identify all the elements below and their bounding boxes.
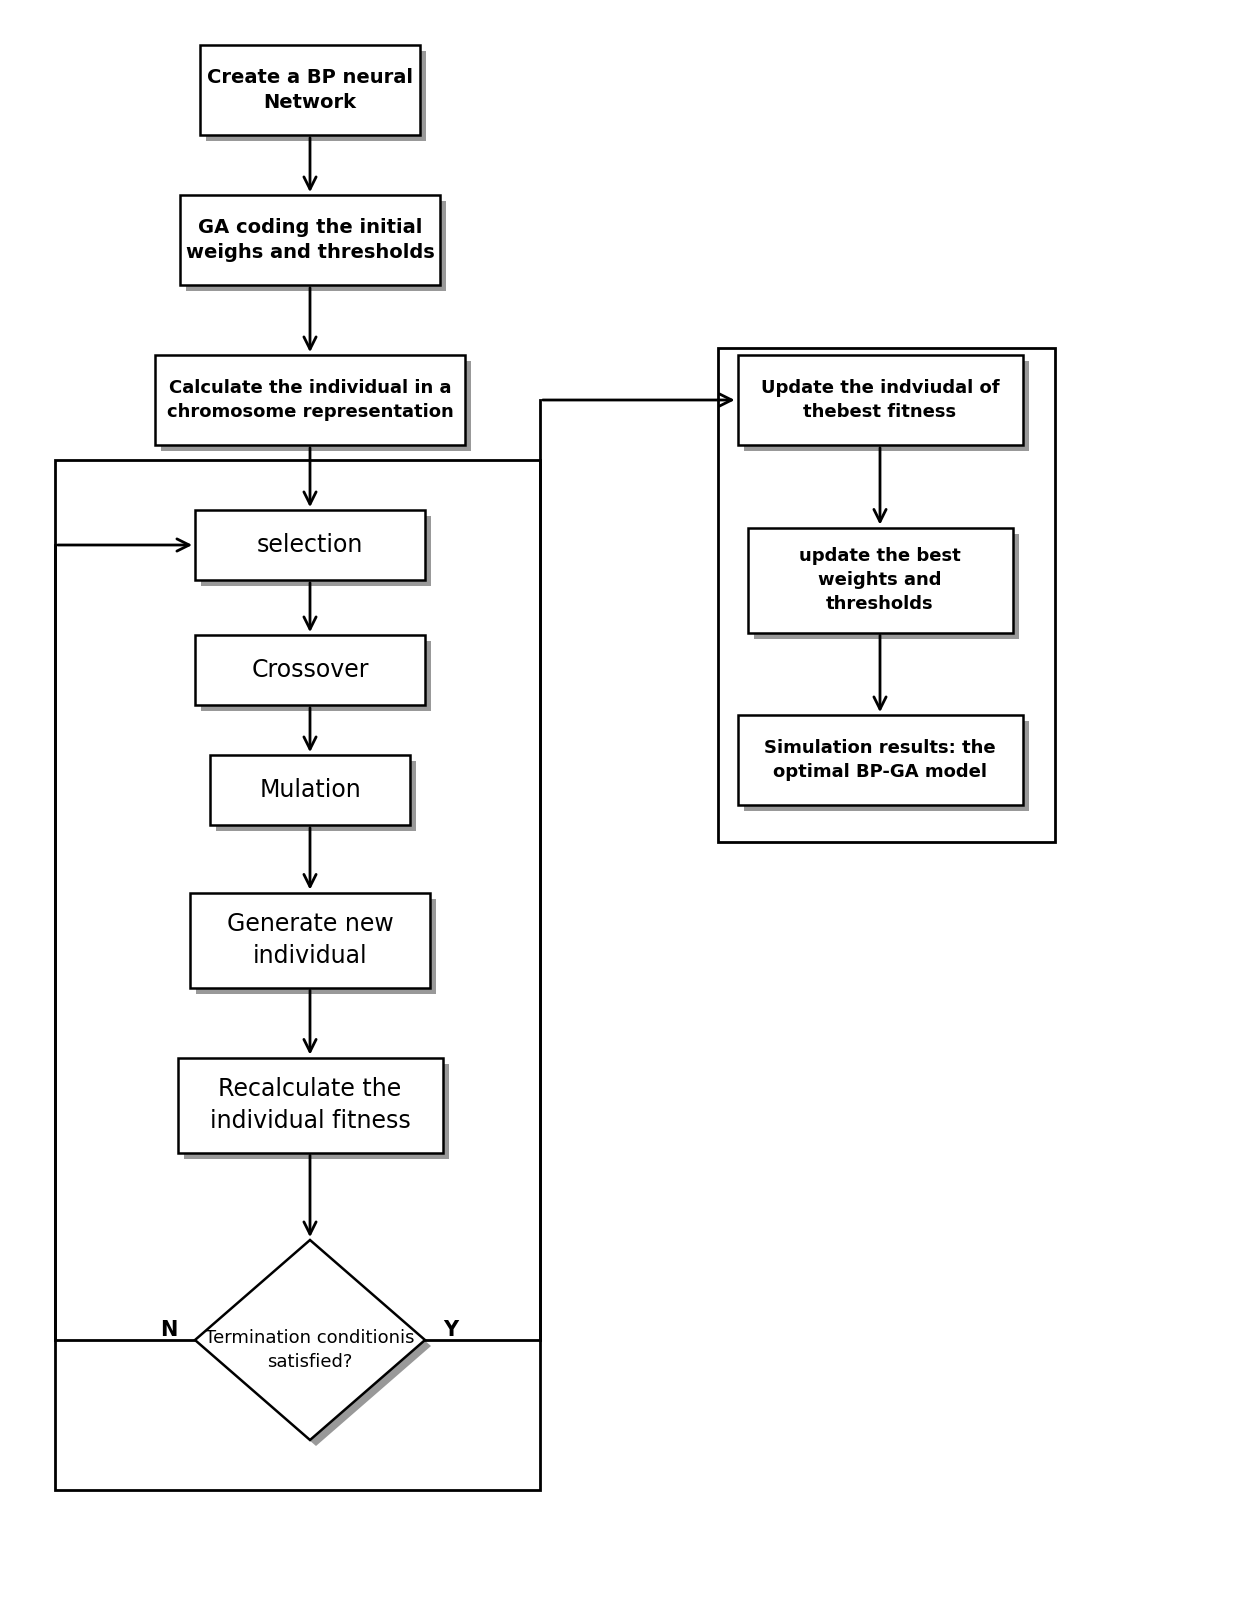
Bar xyxy=(206,51,426,141)
Bar xyxy=(738,355,1022,445)
Text: Update the indviudal of
thebest fitness: Update the indviudal of thebest fitness xyxy=(761,379,999,421)
Text: Crossover: Crossover xyxy=(251,658,369,682)
Polygon shape xyxy=(201,1245,431,1446)
Text: Mulation: Mulation xyxy=(259,778,361,802)
Bar xyxy=(186,201,446,291)
Bar xyxy=(155,355,465,445)
Bar xyxy=(190,892,430,987)
Text: Create a BP neural
Network: Create a BP neural Network xyxy=(208,67,412,112)
Bar xyxy=(201,640,431,711)
Text: Calculate the individual in a
chromosome representation: Calculate the individual in a chromosome… xyxy=(166,379,454,421)
Text: Termination conditionis
satisfied?: Termination conditionis satisfied? xyxy=(205,1329,415,1371)
Bar xyxy=(744,721,1029,811)
Bar xyxy=(744,361,1029,451)
Polygon shape xyxy=(195,1241,425,1440)
Bar xyxy=(196,899,436,993)
Bar xyxy=(161,361,471,451)
Text: Y: Y xyxy=(442,1319,458,1340)
Bar xyxy=(718,348,1055,843)
Bar xyxy=(177,1058,442,1152)
Bar xyxy=(200,45,420,135)
Bar xyxy=(748,528,1013,632)
Text: Recalculate the
individual fitness: Recalculate the individual fitness xyxy=(210,1077,410,1133)
Text: selection: selection xyxy=(256,533,364,557)
Bar xyxy=(738,714,1022,806)
Bar xyxy=(210,754,410,825)
Bar xyxy=(180,194,440,286)
Text: update the best
weights and
thresholds: update the best weights and thresholds xyxy=(799,547,961,613)
Text: Generate new
individual: Generate new individual xyxy=(226,912,394,968)
Text: N: N xyxy=(160,1319,177,1340)
Bar xyxy=(216,761,416,831)
Text: Simulation results: the
optimal BP-GA model: Simulation results: the optimal BP-GA mo… xyxy=(764,740,996,780)
Bar xyxy=(55,461,540,1489)
Bar xyxy=(195,636,425,705)
Bar xyxy=(754,533,1019,639)
Bar xyxy=(184,1064,449,1159)
Bar xyxy=(195,510,425,579)
Bar xyxy=(201,515,431,586)
Text: GA coding the initial
weighs and thresholds: GA coding the initial weighs and thresho… xyxy=(186,218,435,262)
